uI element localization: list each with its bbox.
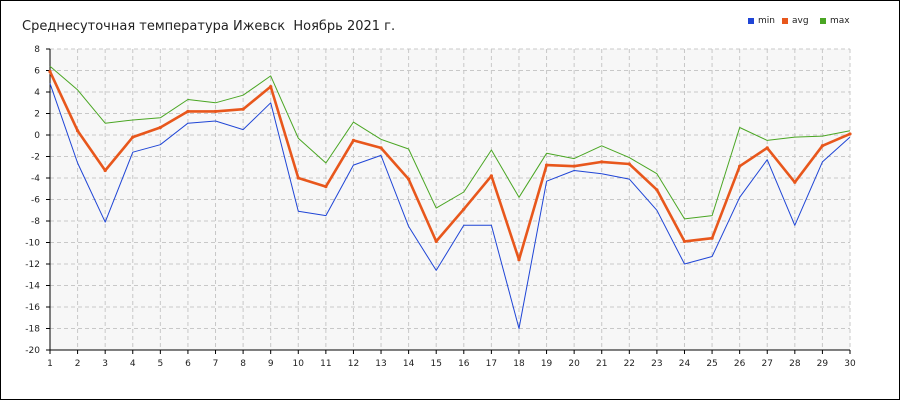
y-tick-label: 4 xyxy=(34,88,40,98)
data-point-avg xyxy=(296,176,300,180)
data-point-avg xyxy=(351,138,356,142)
series-line-min xyxy=(49,83,851,329)
legend-item-max: max xyxy=(820,16,850,27)
x-tick-label: 28 xyxy=(789,359,801,369)
x-tick-label: 9 xyxy=(268,359,274,369)
y-tick-label: -8 xyxy=(31,217,40,227)
data-point-avg xyxy=(48,69,52,74)
y-tick-label: -4 xyxy=(31,174,40,184)
data-point-avg xyxy=(131,135,135,139)
legend-item-avg: avg xyxy=(782,16,809,27)
data-point-avg xyxy=(517,258,521,262)
data-point-avg xyxy=(434,239,438,244)
legend-item-min: min xyxy=(748,16,775,27)
x-tick-label: 10 xyxy=(293,359,305,369)
data-point-avg xyxy=(241,107,245,111)
y-tick-label: 8 xyxy=(34,45,40,55)
data-point-avg xyxy=(379,146,383,150)
x-tick-label: 21 xyxy=(596,359,607,369)
y-tick-label: 6 xyxy=(34,67,40,77)
y-tick-label: 0 xyxy=(34,131,40,141)
y-tick-label: -12 xyxy=(25,260,40,270)
x-tick-label: 15 xyxy=(430,359,441,369)
series-line-avg xyxy=(48,71,851,262)
x-tick-label: 25 xyxy=(706,359,717,369)
data-point-avg xyxy=(407,177,411,181)
x-tick-label: 16 xyxy=(458,359,470,369)
data-point-avg xyxy=(765,146,769,150)
data-point-avg xyxy=(269,85,273,89)
data-point-avg xyxy=(572,164,576,168)
data-point-avg xyxy=(682,239,687,244)
x-tick-label: 23 xyxy=(651,359,662,369)
data-point-avg xyxy=(627,162,631,166)
data-point-avg xyxy=(75,129,80,133)
data-point-avg xyxy=(158,125,162,130)
series-line-max xyxy=(49,65,851,220)
legend-label-min: min xyxy=(758,16,775,26)
y-tick-label: -2 xyxy=(31,153,40,163)
x-tick-label: 13 xyxy=(375,359,386,369)
x-tick-label: 24 xyxy=(679,359,691,369)
x-tick-label: 2 xyxy=(75,359,81,369)
data-point-avg xyxy=(489,174,493,178)
x-tick-label: 1 xyxy=(47,359,53,369)
data-point-avg xyxy=(655,188,659,192)
data-point-avg xyxy=(103,168,107,173)
data-point-avg xyxy=(600,160,604,164)
y-tick-label: 2 xyxy=(34,110,40,120)
x-tick-label: 14 xyxy=(403,359,415,369)
data-point-avg xyxy=(820,144,825,148)
data-point-avg xyxy=(213,109,218,113)
x-tick-label: 6 xyxy=(185,359,191,369)
x-tick-label: 30 xyxy=(844,359,856,369)
y-tick-label: -6 xyxy=(31,196,40,206)
data-point-avg xyxy=(544,163,549,167)
y-tick-label: -10 xyxy=(25,239,40,249)
data-point-avg xyxy=(710,236,714,240)
data-point-avg xyxy=(848,132,852,136)
legend-swatch-avg xyxy=(782,18,788,24)
legend-label-avg: avg xyxy=(792,16,809,26)
x-tick-label: 22 xyxy=(624,359,635,369)
x-tick-label: 11 xyxy=(320,359,331,369)
y-tick-label: -18 xyxy=(25,325,40,335)
data-point-avg xyxy=(324,185,328,189)
x-tick-label: 27 xyxy=(762,359,773,369)
chart-title: Среднесуточная температура Ижевск Ноябрь… xyxy=(22,19,396,34)
x-tick-label: 7 xyxy=(213,359,219,369)
x-tick-label: 5 xyxy=(157,359,163,369)
x-tick-label: 3 xyxy=(102,359,108,369)
x-tick-label: 29 xyxy=(817,359,829,369)
x-tick-label: 20 xyxy=(568,359,580,369)
x-tick-label: 18 xyxy=(513,359,525,369)
y-tick-label: -16 xyxy=(25,303,40,313)
y-tick-label: -14 xyxy=(25,282,40,292)
y-tick-label: -20 xyxy=(25,346,40,356)
x-tick-label: 4 xyxy=(130,359,136,369)
x-tick-label: 8 xyxy=(240,359,246,369)
data-point-avg xyxy=(793,180,797,184)
legend-label-max: max xyxy=(830,16,850,26)
legend-swatch-min xyxy=(748,18,754,24)
x-tick-label: 12 xyxy=(348,359,359,369)
x-tick-label: 17 xyxy=(486,359,497,369)
x-tick-label: 19 xyxy=(541,359,553,369)
data-point-avg xyxy=(186,109,190,113)
data-point-avg xyxy=(462,207,466,211)
x-tick-label: 26 xyxy=(734,359,746,369)
legend-swatch-max xyxy=(820,18,826,24)
data-point-avg xyxy=(738,164,742,168)
